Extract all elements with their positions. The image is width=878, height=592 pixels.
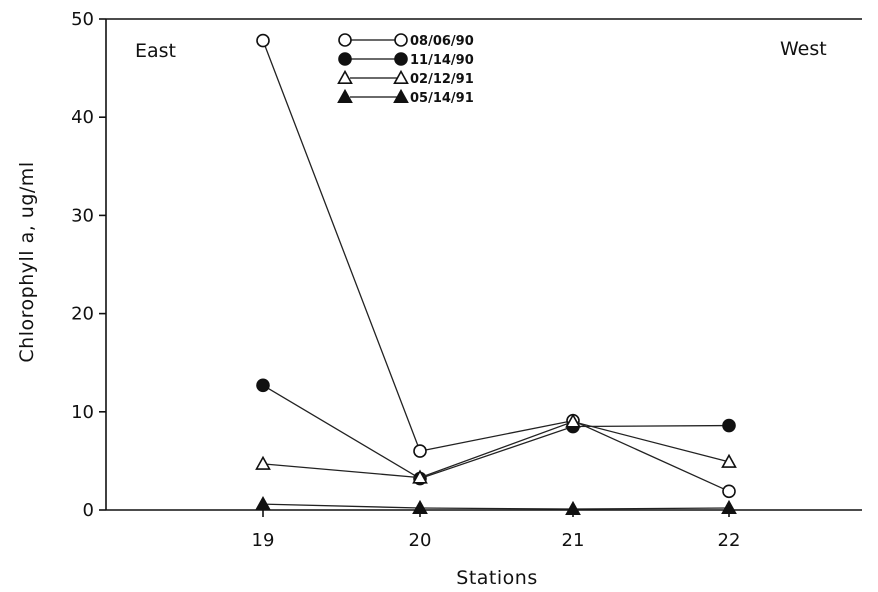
data-point [256, 33, 270, 48]
legend: 08/06/90 11/14/90 02/12/91 05/14/91 [337, 33, 474, 106]
y-tick-label: 40 [71, 107, 94, 128]
data-point [565, 413, 581, 428]
data-point [413, 444, 427, 458]
x-tick-label: 19 [252, 530, 275, 551]
legend-marker [338, 33, 352, 47]
data-point [256, 378, 270, 393]
data-point [412, 469, 428, 484]
data-point [721, 499, 737, 515]
east-label: East [135, 40, 176, 62]
legend-label: 08/06/90 [410, 34, 474, 49]
x-tick-label: 20 [409, 530, 432, 551]
data-point [255, 495, 271, 511]
series-line [262, 384, 730, 480]
data-point [565, 500, 581, 516]
series-08/06/90 [256, 33, 736, 499]
legend-item: 05/14/91 [337, 88, 474, 106]
legend-marker [393, 88, 409, 103]
legend-marker [394, 33, 408, 47]
data-point [255, 455, 271, 470]
y-tick-label: 30 [71, 205, 94, 226]
x-ticks: 19 20 21 22 [252, 510, 741, 551]
legend-item: 11/14/90 [338, 52, 474, 68]
legend-marker [393, 69, 409, 84]
y-tick-label: 0 [83, 500, 94, 521]
y-ticks: 0 10 20 30 40 50 [71, 9, 106, 521]
y-tick-label: 20 [71, 304, 94, 325]
series-layer [255, 33, 737, 516]
axes [105, 18, 862, 511]
data-point [721, 453, 737, 468]
series-line [262, 503, 730, 510]
x-tick-label: 21 [562, 530, 585, 551]
legend-marker [394, 52, 408, 66]
legend-label: 02/12/91 [410, 72, 474, 87]
y-tick-label: 50 [71, 9, 94, 30]
series-line [262, 40, 730, 492]
data-point [722, 484, 736, 499]
legend-marker [337, 69, 353, 84]
legend-item: 08/06/90 [338, 33, 474, 49]
legend-item: 02/12/91 [337, 69, 474, 87]
legend-marker [338, 52, 352, 66]
series-05/14/91 [255, 495, 737, 516]
x-axis-title: Stations [456, 567, 537, 589]
series-line [262, 420, 730, 479]
legend-label: 05/14/91 [410, 91, 474, 106]
x-tick-label: 22 [718, 530, 741, 551]
y-axis-title: Chlorophyll a, ug/ml [16, 161, 38, 362]
west-label: West [780, 38, 827, 60]
series-11/14/90 [256, 378, 736, 486]
legend-marker [337, 88, 353, 103]
legend-label: 11/14/90 [410, 53, 474, 68]
series-02/12/91 [255, 413, 737, 484]
y-tick-label: 10 [71, 402, 94, 423]
data-point [412, 499, 428, 515]
data-point [722, 418, 736, 433]
